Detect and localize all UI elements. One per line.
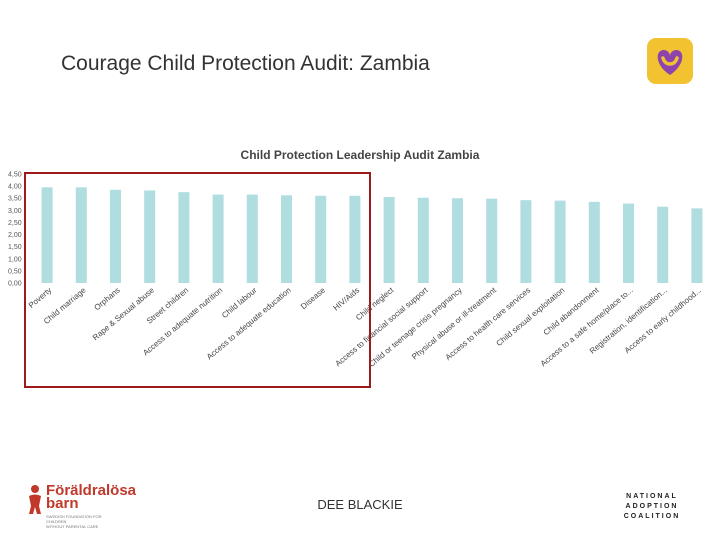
bar [315,195,327,283]
bar [144,190,156,283]
national-adoption-coalition-logo: NATIONAL ADOPTION COALITION [612,492,692,522]
bar [110,189,121,283]
y-tick-label: 0,00 [8,281,22,288]
logo-subtitle: SWEDISH FOUNDATION FOR CHILDREN WITHOUT … [46,514,102,529]
highlight-box [24,172,371,388]
y-tick-label: 2,00 [8,232,22,239]
bar [657,206,669,283]
logo-line-adoption: ADOPTION [625,503,679,510]
y-tick-label: 0,50 [8,268,22,275]
y-tick-label: 2,50 [8,220,22,227]
slide-title: Courage Child Protection Audit: Zambia [61,52,430,75]
bar [349,195,361,283]
bar [623,203,634,283]
y-tick-label: 4,50 [8,172,22,179]
y-tick-label: 1,00 [8,256,22,263]
y-tick-label: 3,00 [8,208,22,215]
logo-name-line2: barn [46,495,79,512]
bar [383,197,395,283]
logo-line-coalition: COALITION [623,513,681,520]
chart-title: Child Protection Leadership Audit Zambia [241,148,480,162]
bar [246,194,258,283]
footer-text: DEE BLACKIE [317,497,403,512]
bar [452,198,463,283]
logo-name-line1: Föräldralösa [46,482,137,499]
y-tick-label: 4,00 [8,184,22,191]
bar [212,194,224,283]
bar [417,197,429,283]
bar-chart: Child Protection Leadership Audit Zambia… [8,148,703,369]
bar [588,201,600,283]
x-tick-label: Child sexual exploitation [495,286,567,348]
bar [554,200,566,283]
bar [75,187,87,283]
bar [520,200,532,283]
bar [691,208,703,283]
child-figure-icon [29,485,41,514]
y-tick-label: 1,50 [8,244,22,251]
bar [41,187,53,283]
bar [178,192,190,283]
bar [281,195,292,283]
y-tick-label: 3,50 [8,196,22,203]
heart-logo-icon [647,38,693,84]
logo-line-national: NATIONAL [626,493,678,500]
bar [486,198,498,283]
